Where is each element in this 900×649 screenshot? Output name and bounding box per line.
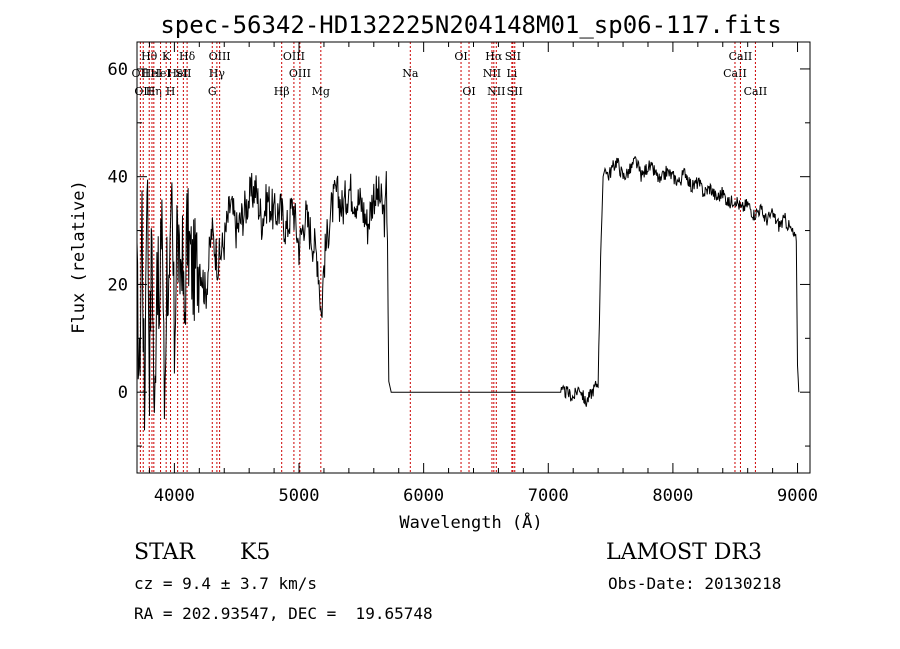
spectral-line-label: Hβ bbox=[274, 85, 290, 98]
spectral-line-label: OI bbox=[462, 85, 475, 98]
spectral-line-label: OII bbox=[132, 67, 150, 80]
spectral-line-label: Na bbox=[402, 67, 419, 80]
observation-date: Obs-Date: 20130218 bbox=[608, 574, 782, 593]
redshift-velocity: cz = 9.4 ± 3.7 km/s bbox=[134, 574, 318, 593]
spectral-line-label: Hθ bbox=[141, 50, 158, 63]
spectral-line-label: SII bbox=[175, 67, 191, 80]
spectral-line-label: Hη bbox=[146, 85, 162, 98]
spectral-line-label: SII bbox=[505, 50, 521, 63]
y-tick-label: 40 bbox=[108, 168, 128, 188]
spectral-line-label: OII bbox=[134, 85, 152, 98]
spectral-line-label: NII bbox=[483, 67, 501, 80]
spectral-line-label: H bbox=[166, 85, 176, 98]
spectral-line-label: HeI bbox=[142, 67, 162, 80]
y-tick-label: 0 bbox=[118, 383, 128, 403]
spectral-line-label: CaII bbox=[723, 67, 747, 80]
spectral-line-label: Hδ bbox=[179, 50, 196, 63]
spectral-line-label: G bbox=[208, 85, 217, 98]
spectral-line-label: K bbox=[162, 50, 171, 63]
spectral-line-label: OI bbox=[454, 50, 467, 63]
spectral-line-label: Li bbox=[506, 67, 517, 80]
spectral-line-label: SII bbox=[507, 85, 523, 98]
spectral-line-label: CaII bbox=[744, 85, 768, 98]
spectral-line-label: OIII bbox=[283, 50, 305, 63]
y-tick-label: 60 bbox=[108, 60, 128, 80]
spectral-line-label: Hα bbox=[485, 50, 503, 63]
x-tick-label: 4000 bbox=[154, 486, 195, 506]
chart-title: spec-56342-HD132225N204148M01_sp06-117.f… bbox=[160, 11, 781, 39]
survey-name: LAMOST DR3 bbox=[606, 540, 762, 565]
x-tick-label: 9000 bbox=[777, 486, 818, 506]
spectrum-layer bbox=[137, 156, 800, 431]
object-subclass: K5 bbox=[240, 540, 271, 565]
spectral-line-label: Hγ bbox=[209, 67, 226, 80]
spectral-lines-layer: OIIOIIHθHeIHηHeIKHHeISIIHδGHγOIIIHβOIIIO… bbox=[132, 42, 768, 473]
spectrum-series-line bbox=[137, 156, 800, 431]
y-axis-label: Flux (relative) bbox=[69, 180, 89, 334]
axes-layer: 4000 5000 6000 7000 8000 9000 0 20 40 60 bbox=[108, 42, 818, 506]
spectral-line-label: CaII bbox=[729, 50, 753, 63]
spectral-line-label: OIII bbox=[289, 67, 311, 80]
spectral-line-label: HeI bbox=[167, 67, 187, 80]
spectral-line-label: Mg bbox=[312, 85, 330, 98]
plot-frame bbox=[136, 41, 811, 474]
object-class: STAR bbox=[134, 540, 195, 565]
x-tick-label: 6000 bbox=[403, 486, 444, 506]
x-tick-label: 5000 bbox=[279, 486, 320, 506]
spectral-line-label: OIII bbox=[209, 50, 231, 63]
coordinates: RA = 202.93547, DEC = 19.65748 bbox=[134, 604, 433, 623]
x-axis-label: Wavelength (Å) bbox=[399, 511, 542, 533]
y-tick-label: 20 bbox=[108, 275, 128, 295]
spectral-line-label: NII bbox=[487, 85, 505, 98]
x-tick-label: 8000 bbox=[652, 486, 693, 506]
x-tick-label: 7000 bbox=[528, 486, 569, 506]
